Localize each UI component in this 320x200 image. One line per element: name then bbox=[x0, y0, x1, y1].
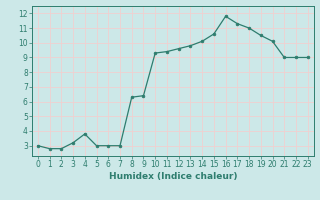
X-axis label: Humidex (Indice chaleur): Humidex (Indice chaleur) bbox=[108, 172, 237, 181]
